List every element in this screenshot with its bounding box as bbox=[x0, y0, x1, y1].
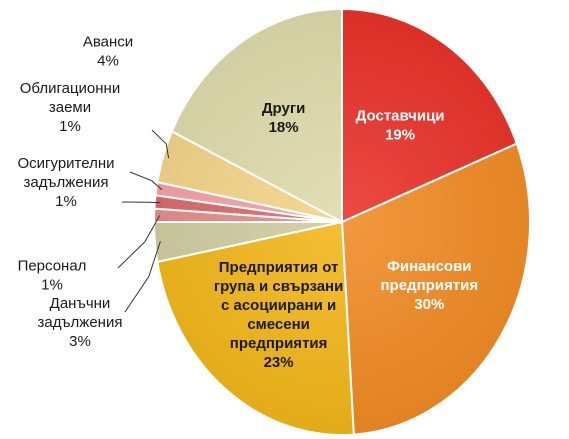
pie-slice bbox=[156, 220, 355, 436]
pie-slices bbox=[152, 7, 531, 436]
leader-line bbox=[151, 129, 170, 159]
slice-label: Други 18% bbox=[262, 100, 305, 136]
slice-label: Финансови предприятия 30% bbox=[380, 258, 478, 313]
slice-label: Персонал 1% bbox=[18, 258, 87, 294]
slice-labels: Доставчици 19% Финансови предприятия 30% Пред… bbox=[17, 34, 478, 372]
leader-line bbox=[117, 215, 161, 269]
leader-line bbox=[129, 171, 163, 191]
slice-label: Осигурителни задължения 1% bbox=[17, 155, 114, 210]
pie-slice bbox=[341, 7, 519, 224]
leader-lines bbox=[117, 129, 170, 313]
pie-slice bbox=[170, 7, 343, 224]
slice-label: Предприятия от група и свързани с асоциира… bbox=[214, 259, 344, 371]
slice-label: Доставчици 19% bbox=[356, 108, 445, 144]
slice-label: Данъчни задължения 3% bbox=[38, 295, 123, 350]
pie-slice bbox=[340, 142, 531, 436]
leader-line bbox=[121, 201, 161, 204]
slice-label: Аванси 4% bbox=[83, 34, 133, 70]
leader-line bbox=[124, 241, 161, 313]
slice-label: Облигационни заеми 1% bbox=[20, 80, 120, 135]
